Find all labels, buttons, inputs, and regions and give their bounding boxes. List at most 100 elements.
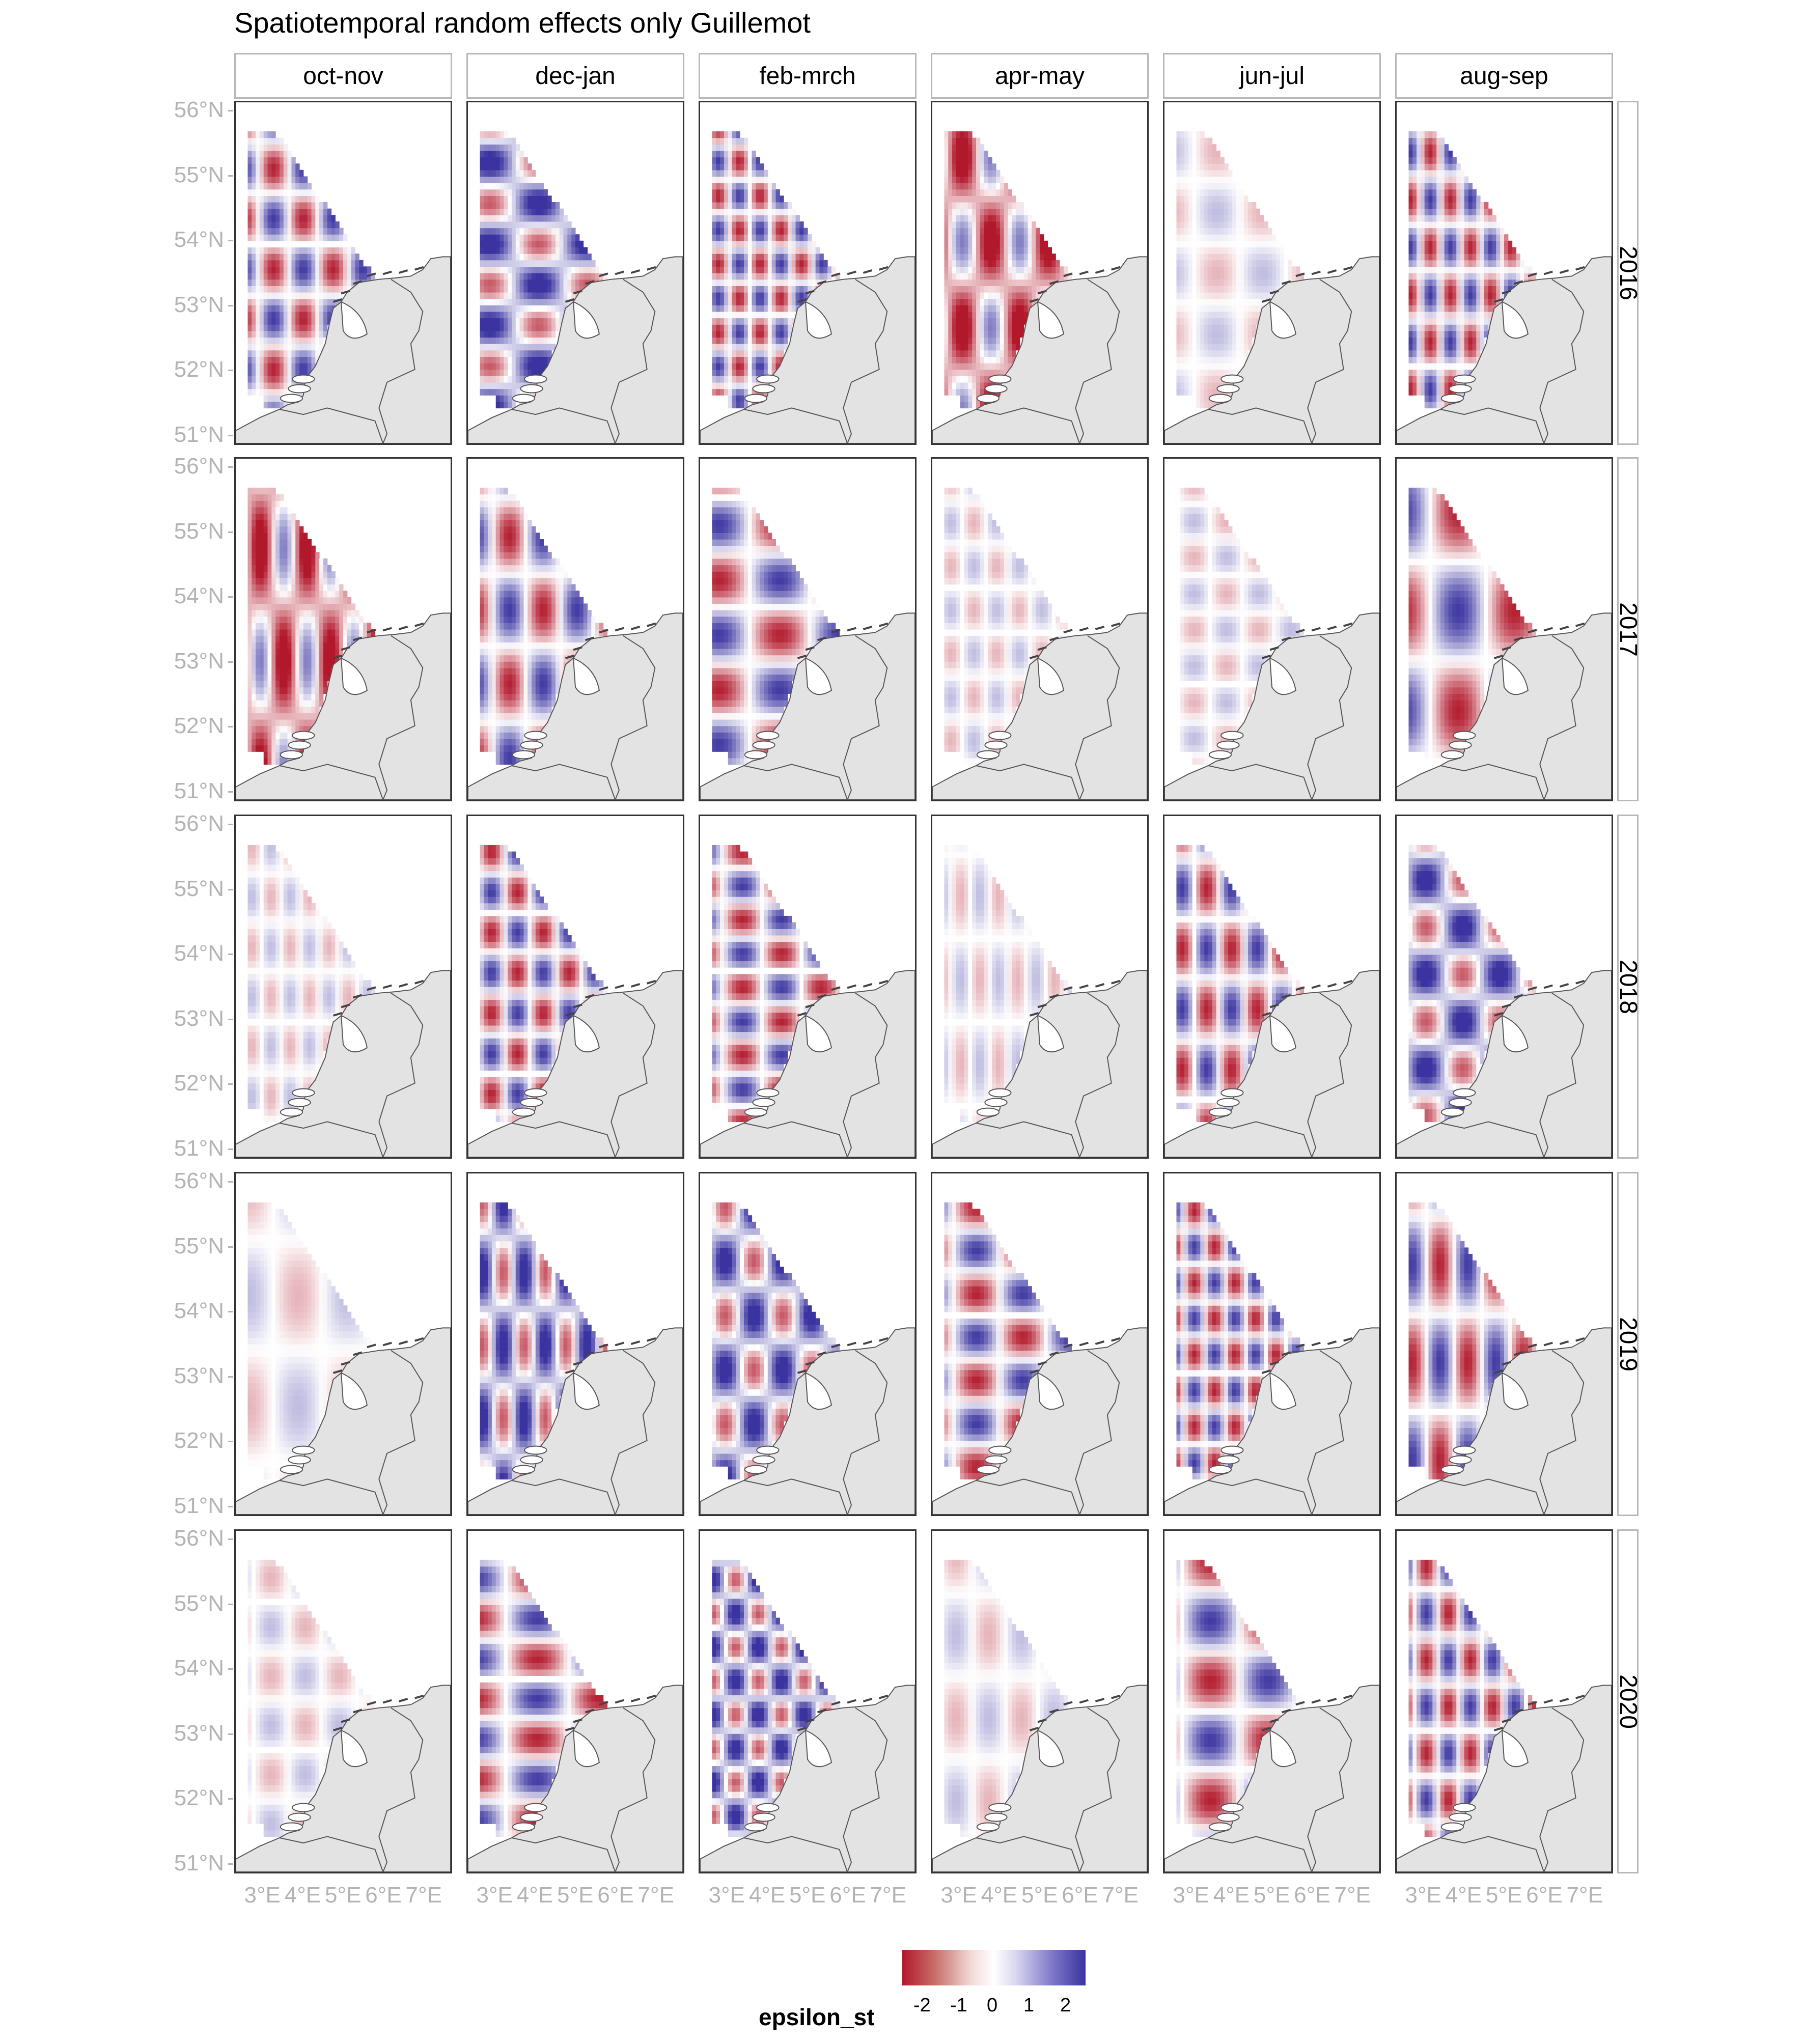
- de-border-line: [1539, 635, 1585, 800]
- heatmap-cells: [944, 1559, 1076, 1837]
- heatmap-cells: [712, 845, 844, 1123]
- x-tick-label: 7°E: [1102, 1883, 1139, 1908]
- land-polygon: [236, 1327, 451, 1515]
- estuary-outlines: [744, 374, 780, 403]
- land-polygon: [1164, 970, 1379, 1157]
- x-tick-label: 7°E: [638, 1883, 674, 1908]
- estuary-outlines: [1208, 731, 1244, 760]
- y-tick-label: 56°N: [148, 1168, 224, 1194]
- map-panel-aug-sep-2018: [1395, 815, 1613, 1159]
- map-panel-aug-sep-2019: [1395, 1172, 1613, 1516]
- estuary-outlines: [1208, 1803, 1244, 1832]
- be-border-line: [1208, 1836, 1313, 1872]
- lake-outline: [1269, 657, 1296, 695]
- de-border-line: [843, 278, 888, 443]
- column-strip-feb-mrch: feb-mrch: [699, 53, 917, 99]
- y-tick-label: 56°N: [148, 811, 224, 836]
- x-tick-label: 3°E: [476, 1883, 512, 1908]
- row-strip-2018: 2018: [1615, 815, 1642, 1159]
- land-polygon: [468, 970, 683, 1157]
- map-panel-feb-mrch-2018: [699, 815, 917, 1159]
- column-strip-dec-jan: dec-jan: [466, 53, 684, 99]
- estuary-outlines: [744, 731, 780, 760]
- estuary-outlines: [744, 1445, 780, 1474]
- map-panel-jun-jul-2017: [1163, 457, 1381, 801]
- land-polygon: [468, 1685, 683, 1872]
- de-border-line: [1539, 1350, 1585, 1515]
- map-panel-dec-jan-2016: [466, 101, 684, 445]
- estuary-outlines: [512, 1088, 547, 1117]
- y-tick-label: 53°N: [148, 1006, 224, 1031]
- x-tick-label: 3°E: [940, 1883, 977, 1908]
- y-tick-mark: [228, 661, 233, 663]
- be-border-line: [743, 1121, 848, 1157]
- legend-tick-label: -2: [913, 1995, 931, 2017]
- estuary-outlines: [976, 1445, 1012, 1474]
- map-panel-jun-jul-2016: [1163, 101, 1381, 445]
- lake-outline: [340, 657, 368, 695]
- y-tick-mark: [228, 1018, 233, 1020]
- estuary-outlines: [1208, 374, 1244, 403]
- y-tick-label: 51°N: [148, 1136, 224, 1161]
- lake-outline: [1269, 1729, 1296, 1768]
- x-tick-label: 6°E: [1294, 1883, 1330, 1908]
- y-tick-label: 53°N: [148, 292, 224, 318]
- y-tick-label: 56°N: [148, 97, 224, 123]
- y-tick-label: 51°N: [148, 1493, 224, 1519]
- y-tick-mark: [228, 110, 233, 112]
- y-tick-label: 55°N: [148, 1234, 224, 1259]
- land-polygon: [700, 612, 915, 800]
- y-tick-label: 55°N: [148, 876, 224, 902]
- y-tick-mark: [228, 1668, 233, 1670]
- wadden-islands: [1029, 1694, 1121, 1731]
- wadden-islands: [565, 266, 656, 303]
- y-tick-mark: [228, 888, 233, 890]
- estuary-outlines: [1440, 1445, 1476, 1474]
- lake-outline: [1501, 1372, 1529, 1410]
- land-polygon: [1164, 256, 1379, 443]
- be-border-line: [976, 1836, 1080, 1872]
- lake-outline: [1269, 1015, 1296, 1053]
- de-border-line: [610, 1707, 656, 1872]
- y-tick-label: 52°N: [148, 357, 224, 382]
- de-border-line: [378, 635, 424, 800]
- estuary-outlines: [744, 1803, 780, 1832]
- row-strip-2016: 2016: [1615, 101, 1642, 445]
- x-tick-label: 6°E: [1062, 1883, 1098, 1908]
- de-border-line: [610, 278, 656, 443]
- wadden-islands: [332, 1694, 424, 1731]
- estuary-outlines: [976, 1088, 1012, 1117]
- wadden-islands: [332, 266, 424, 303]
- de-border-line: [1307, 635, 1352, 800]
- be-border-line: [1440, 1478, 1545, 1515]
- map-panel-oct-nov-2016: [234, 101, 452, 445]
- be-border-line: [511, 1478, 616, 1515]
- be-border-line: [1208, 407, 1313, 443]
- lake-outline: [1037, 1015, 1064, 1053]
- x-tick-label: 3°E: [1173, 1883, 1209, 1908]
- wadden-islands: [797, 266, 889, 303]
- lake-outline: [572, 301, 600, 339]
- de-border-line: [1307, 1707, 1352, 1872]
- column-strip-oct-nov: oct-nov: [234, 53, 452, 99]
- y-tick-mark: [228, 1798, 233, 1800]
- heatmap-cells: [944, 131, 1076, 409]
- be-border-line: [743, 407, 848, 443]
- x-tick-label: 5°E: [1021, 1883, 1058, 1908]
- lake-outline: [340, 1729, 368, 1768]
- y-tick-label: 51°N: [148, 778, 224, 804]
- lake-outline: [572, 1729, 600, 1768]
- x-tick-label: 7°E: [870, 1883, 906, 1908]
- map-panel-jun-jul-2019: [1163, 1172, 1381, 1516]
- be-border-line: [976, 1121, 1080, 1157]
- y-tick-mark: [228, 824, 233, 826]
- wadden-islands: [1493, 1337, 1585, 1374]
- lake-outline: [1037, 657, 1064, 695]
- heatmap-cells: [480, 1202, 612, 1480]
- de-border-line: [1075, 1350, 1120, 1515]
- y-tick-label: 54°N: [148, 227, 224, 253]
- lake-outline: [1269, 1372, 1296, 1410]
- x-tick-label: 4°E: [1446, 1883, 1482, 1908]
- y-tick-mark: [228, 466, 233, 468]
- be-border-line: [1440, 407, 1545, 443]
